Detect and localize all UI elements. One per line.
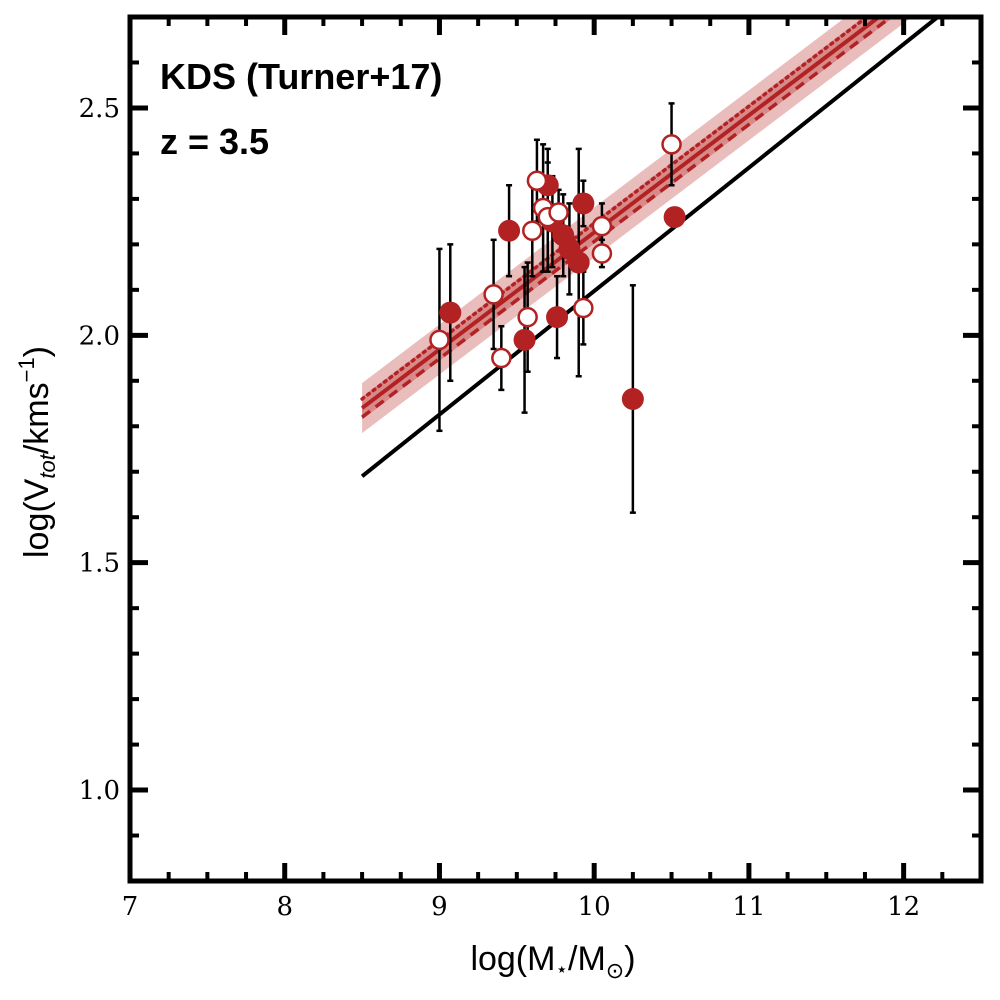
x-tick-label-7: 7 — [122, 892, 139, 922]
annotation-redshift: z = 3.5 — [160, 121, 269, 162]
plot-area — [360, 17, 939, 514]
x-tick-label-8: 8 — [276, 892, 293, 922]
point-open-0 — [429, 329, 450, 351]
annotation-source: KDS (Turner+17) — [160, 56, 442, 97]
x-tick-label-11: 11 — [732, 892, 765, 922]
tick-labels: 7 8 9 10 11 12 1.0 1.5 2.0 2.5 — [79, 94, 921, 922]
fit-line-dashed — [361, 17, 894, 419]
point-filled-8 — [567, 251, 590, 274]
plot-frame — [127, 14, 984, 884]
point-open-10 — [591, 215, 613, 237]
x-tick-label-9: 9 — [431, 892, 448, 922]
point-filled-11 — [663, 206, 686, 229]
fit-band-inner — [362, 17, 894, 420]
point-filled-9 — [572, 192, 595, 215]
reference-line — [360, 17, 939, 478]
point-open-1 — [483, 284, 504, 305]
fit-band-outer — [362, 17, 912, 434]
x-tick-label-10: 10 — [578, 892, 611, 922]
point-open-8 — [548, 202, 569, 223]
x-tick-label-12: 12 — [887, 892, 920, 922]
point-filled-0 — [439, 301, 462, 324]
y-axis-label: log(Vtot/kms−1) — [14, 346, 60, 558]
y-tick-label-2.5: 2.5 — [79, 94, 120, 124]
y-tick-label-1.0: 1.0 — [79, 776, 120, 806]
point-open-5 — [526, 170, 548, 191]
point-filled-5 — [546, 306, 569, 329]
y-tick-label-2.0: 2.0 — [79, 321, 120, 351]
point-open-2 — [491, 347, 512, 369]
point-filled-1 — [498, 219, 521, 242]
x-axis-label: log(M⋆/M⊙) — [470, 940, 635, 983]
point-open-9 — [573, 297, 594, 319]
point-open-4 — [522, 220, 543, 241]
point-open-11 — [591, 243, 613, 264]
point-open-12 — [661, 134, 682, 155]
point-filled-10 — [621, 387, 644, 410]
point-open-3 — [517, 306, 538, 328]
y-tick-label-1.5: 1.5 — [79, 549, 120, 579]
point-filled-2 — [513, 328, 536, 351]
